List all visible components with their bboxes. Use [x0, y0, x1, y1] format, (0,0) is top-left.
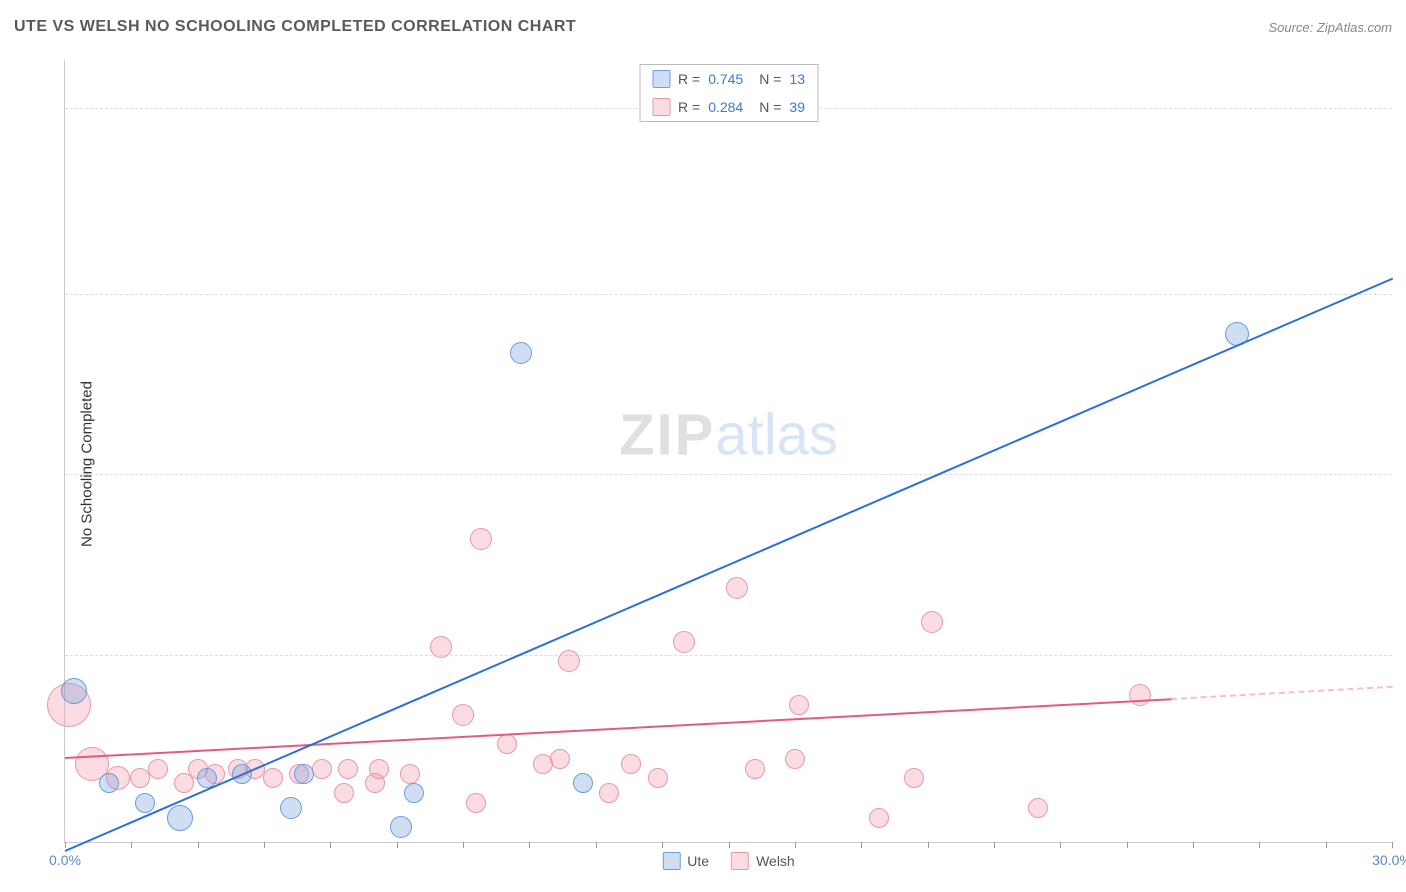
- watermark: ZIPatlas: [619, 402, 838, 469]
- x-tick: [1326, 842, 1327, 848]
- welsh-point: [648, 768, 668, 788]
- x-tick: [131, 842, 132, 848]
- n-label: N =: [759, 99, 781, 115]
- x-tick: [729, 842, 730, 848]
- gridline: [65, 474, 1392, 475]
- x-tick: [264, 842, 265, 848]
- ute-point: [294, 764, 314, 784]
- welsh-point: [726, 577, 748, 599]
- ute-point: [510, 342, 532, 364]
- legend-row: R = 0.745 N = 13: [640, 65, 817, 93]
- x-tick: [529, 842, 530, 848]
- welsh-point: [1129, 684, 1151, 706]
- x-axis-end-label: 30.0%: [1372, 852, 1406, 868]
- welsh-point: [599, 783, 619, 803]
- legend-swatch-icon: [652, 98, 670, 116]
- ute-point: [573, 773, 593, 793]
- welsh-point: [673, 631, 695, 653]
- welsh-point: [621, 754, 641, 774]
- welsh-point: [745, 759, 765, 779]
- welsh-point: [550, 749, 570, 769]
- welsh-point: [470, 528, 492, 550]
- x-tick: [1392, 842, 1393, 848]
- ute-point: [167, 805, 193, 831]
- plot-area: ZIPatlas R =0.745N =13R =0.284N =39 UteW…: [64, 60, 1392, 843]
- gridline: [65, 294, 1392, 295]
- n-label: N =: [759, 71, 781, 87]
- ute-point: [390, 816, 412, 838]
- chart-area: No Schooling Completed ZIPatlas R =0.745…: [14, 50, 1392, 878]
- x-tick: [330, 842, 331, 848]
- ute-point: [99, 773, 119, 793]
- x-tick: [65, 842, 66, 848]
- chart-title: UTE VS WELSH NO SCHOOLING COMPLETED CORR…: [14, 18, 576, 36]
- x-tick: [1060, 842, 1061, 848]
- r-value: 0.745: [708, 71, 743, 87]
- welsh-point: [130, 768, 150, 788]
- x-tick: [596, 842, 597, 848]
- x-tick: [1127, 842, 1128, 848]
- welsh-point: [921, 611, 943, 633]
- welsh-point: [312, 759, 332, 779]
- source-label: Source: ZipAtlas.com: [1268, 20, 1392, 35]
- welsh-point: [785, 749, 805, 769]
- welsh-point: [452, 704, 474, 726]
- trend-line: [65, 698, 1172, 759]
- welsh-point: [369, 759, 389, 779]
- welsh-point: [497, 734, 517, 754]
- x-tick: [994, 842, 995, 848]
- y-tick-label: 3.8%: [1397, 632, 1406, 648]
- welsh-point: [466, 793, 486, 813]
- welsh-point: [338, 759, 358, 779]
- legend-item: Ute: [662, 852, 709, 870]
- x-tick: [397, 842, 398, 848]
- legend-label: Ute: [687, 853, 709, 869]
- chart-header: UTE VS WELSH NO SCHOOLING COMPLETED CORR…: [14, 18, 1392, 36]
- n-value: 13: [789, 71, 805, 87]
- welsh-point: [400, 764, 420, 784]
- watermark-part2: atlas: [715, 403, 838, 468]
- welsh-point: [430, 636, 452, 658]
- y-tick-label: 15.0%: [1397, 85, 1406, 101]
- y-tick-label: 11.2%: [1397, 271, 1406, 287]
- x-tick: [662, 842, 663, 848]
- legend-swatch-icon: [731, 852, 749, 870]
- correlation-legend: R = 0.745 N = 13 R = 0.284 N = 39: [639, 64, 818, 122]
- legend-swatch-icon: [662, 852, 680, 870]
- ute-point: [404, 783, 424, 803]
- r-label: R =: [678, 71, 700, 87]
- x-tick: [198, 842, 199, 848]
- series-legend: Ute Welsh: [662, 852, 794, 870]
- x-tick: [928, 842, 929, 848]
- welsh-point: [904, 768, 924, 788]
- legend-item: Welsh: [731, 852, 795, 870]
- welsh-point: [148, 759, 168, 779]
- welsh-point: [1028, 798, 1048, 818]
- y-tick-label: 7.5%: [1397, 451, 1406, 467]
- legend-swatch-icon: [652, 70, 670, 88]
- welsh-point: [789, 695, 809, 715]
- welsh-point: [263, 768, 283, 788]
- gridline: [65, 655, 1392, 656]
- r-value: 0.284: [708, 99, 743, 115]
- x-tick: [795, 842, 796, 848]
- x-tick: [463, 842, 464, 848]
- trend-line: [65, 277, 1394, 851]
- n-value: 39: [789, 99, 805, 115]
- legend-row: R = 0.284 N = 39: [640, 93, 817, 121]
- x-tick: [1259, 842, 1260, 848]
- x-tick: [1193, 842, 1194, 848]
- x-tick: [861, 842, 862, 848]
- welsh-point: [334, 783, 354, 803]
- ute-point: [280, 797, 302, 819]
- trend-line: [1171, 686, 1392, 700]
- ute-point: [61, 678, 87, 704]
- ute-point: [135, 793, 155, 813]
- legend-label: Welsh: [756, 853, 795, 869]
- welsh-point: [558, 650, 580, 672]
- r-label: R =: [678, 99, 700, 115]
- x-axis-start-label: 0.0%: [49, 852, 81, 868]
- welsh-point: [869, 808, 889, 828]
- watermark-part1: ZIP: [619, 403, 715, 468]
